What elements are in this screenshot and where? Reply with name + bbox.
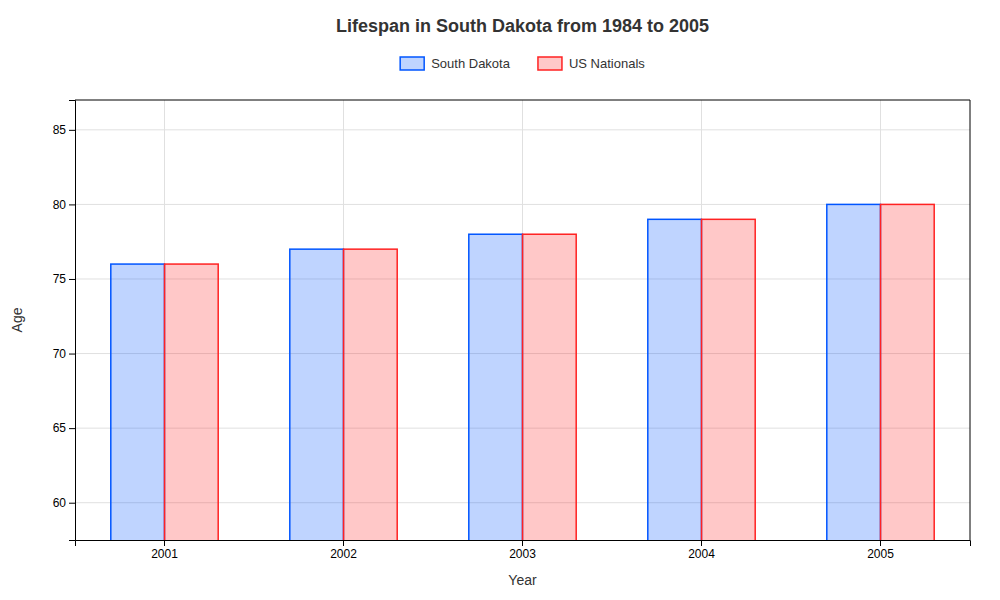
tick: 2002	[330, 540, 357, 561]
legend-label: US Nationals	[569, 56, 645, 71]
x-axis: 2001 2002 2003 2004 2005	[76, 540, 971, 561]
tick: 65	[53, 421, 75, 435]
tick-label: 85	[53, 123, 67, 137]
frame	[75, 100, 970, 101]
tick-label: 60	[53, 496, 67, 510]
bars	[111, 204, 934, 540]
tick-label: 75	[53, 272, 67, 286]
tick-mark	[701, 540, 702, 546]
tick: 75	[53, 272, 75, 286]
legend-swatch	[400, 57, 424, 70]
tick-mark	[343, 540, 344, 546]
tick-label: 70	[53, 347, 67, 361]
tick-mark	[69, 279, 75, 280]
tick-label: 2005	[867, 547, 894, 561]
tick-mark	[69, 354, 75, 355]
axis-line	[69, 101, 76, 541]
tick-mark	[522, 540, 523, 546]
tick: 60	[53, 496, 75, 510]
tick-mark	[880, 540, 881, 546]
bar	[523, 234, 577, 540]
tick-label: 2001	[151, 547, 178, 561]
bar	[702, 219, 756, 540]
bar	[344, 249, 398, 540]
tick-mark	[69, 503, 75, 504]
bar-series	[165, 204, 935, 540]
tick-label: 80	[53, 198, 67, 212]
tick-mark	[69, 130, 75, 131]
y-axis-title: Age	[9, 307, 25, 332]
tick-label: 2002	[330, 547, 357, 561]
tick: 80	[53, 198, 75, 212]
tick-mark	[69, 428, 75, 429]
bar	[648, 219, 702, 540]
bar	[111, 264, 165, 540]
bar	[165, 264, 219, 540]
tick: 2001	[151, 540, 178, 561]
tick-label: 2004	[688, 547, 715, 561]
tick: 2003	[509, 540, 536, 561]
axis-line	[76, 541, 971, 547]
chart: 2001 2002 2003 2004 2005 60 65 70 75 80 85 Year Age L…	[0, 0, 1000, 600]
bar	[827, 204, 881, 540]
bar-series	[111, 204, 881, 540]
tick: 2004	[688, 540, 715, 561]
tick-mark	[69, 204, 75, 205]
legend: South Dakota US Nationals	[400, 56, 645, 71]
legend-swatch	[538, 57, 562, 70]
y-axis: 60 65 70 75 80 85	[53, 101, 76, 541]
bar	[881, 204, 935, 540]
tick-mark	[164, 540, 165, 546]
legend-label: South Dakota	[431, 56, 511, 71]
tick-label: 2003	[509, 547, 536, 561]
bar	[290, 249, 344, 540]
plot: 2001 2002 2003 2004 2005 60 65 70 75 80 85	[53, 100, 971, 600]
legend-item: US Nationals	[538, 56, 645, 71]
tick-label: 65	[53, 421, 67, 435]
legend-item: South Dakota	[400, 56, 511, 71]
tick: 70	[53, 347, 75, 361]
frame	[970, 100, 971, 540]
bar	[469, 234, 523, 540]
x-axis-title: Year	[508, 572, 537, 588]
tick: 2005	[867, 540, 894, 561]
title: Lifespan in South Dakota from 1984 to 20…	[336, 16, 709, 36]
tick: 85	[53, 123, 75, 137]
